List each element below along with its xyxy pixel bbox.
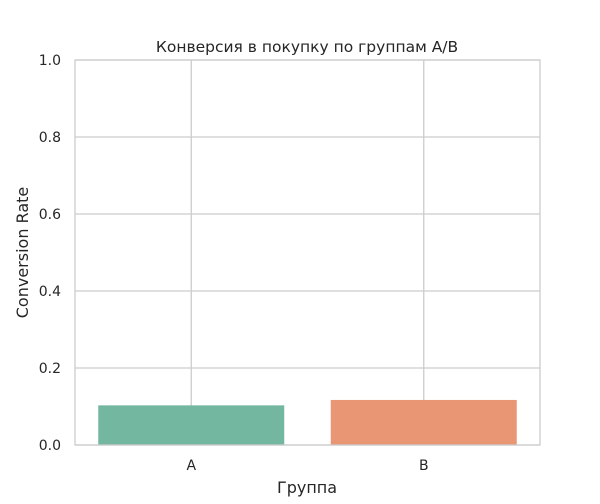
bars [98, 399, 517, 445]
y-tick-label: 0.6 [39, 207, 61, 223]
plot-frame [74, 59, 541, 446]
y-tick-label: 0.0 [39, 438, 61, 454]
chart-title: Конверсия в покупку по группам A/B [156, 38, 458, 56]
y-tick-label: 0.2 [39, 361, 61, 377]
y-tick-labels: 0.0 0.2 0.4 0.6 0.8 1.0 [39, 53, 61, 454]
bar-a [98, 405, 285, 445]
y-tick-label: 0.4 [39, 284, 61, 300]
x-tick-label: A [186, 458, 196, 474]
grid-lines [75, 59, 540, 446]
y-tick-label: 0.8 [39, 130, 61, 146]
x-tick-label: B [419, 458, 429, 474]
y-axis-label: Conversion Rate [13, 187, 32, 318]
bar-b [330, 399, 517, 445]
x-axis-label: Группа [277, 478, 337, 497]
y-tick-label: 1.0 [39, 53, 61, 69]
